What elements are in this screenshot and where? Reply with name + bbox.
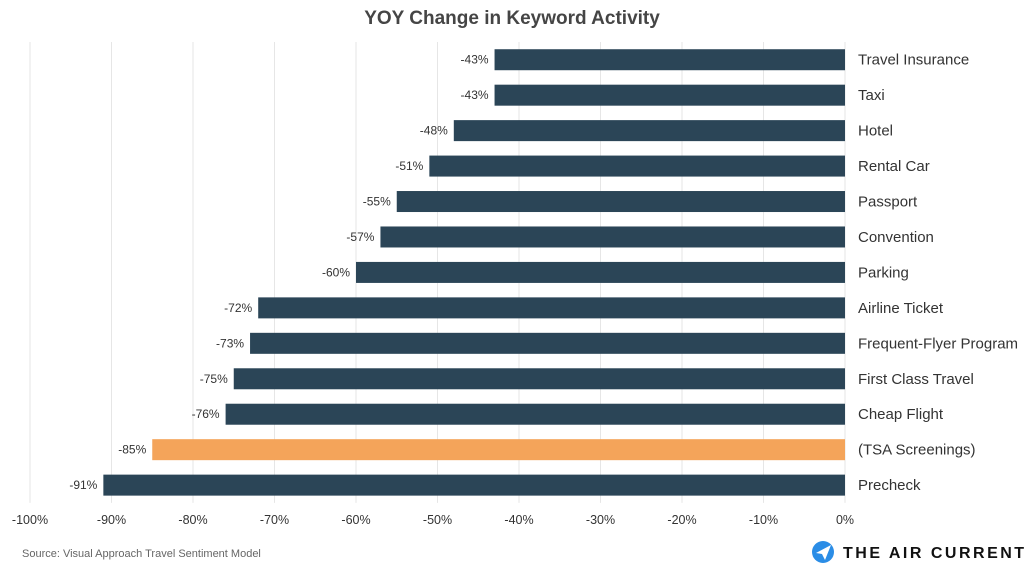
category-label: Rental Car [858,158,930,175]
data-label: -57% [346,230,374,244]
brand-name: THE AIR CURRENT [843,545,1024,562]
data-label: -43% [461,53,489,67]
x-tick-label: -50% [423,513,452,527]
category-label: First Class Travel [858,371,974,388]
category-label: (TSA Screenings) [858,442,976,459]
data-label: -51% [395,159,423,173]
bar [250,332,846,354]
category-label: Passport [858,194,918,211]
brand-logo: THE AIR CURRENT [812,541,1024,563]
bars [103,49,846,496]
category-label: Travel Insurance [858,52,969,69]
bar [453,120,845,142]
x-tick-label: -20% [667,513,696,527]
bar [356,261,845,283]
category-label: Taxi [858,87,885,104]
data-label: -73% [216,336,244,350]
chart-title: YOY Change in Keyword Activity [364,8,660,29]
x-tick-label: -70% [260,513,289,527]
bar [396,191,845,213]
data-label: -91% [69,478,97,492]
source-note: Source: Visual Approach Travel Sentiment… [22,548,261,560]
data-labels: -43% -43% -48% -51% -55% -57% -60% -72% -73% -75%… [69,53,489,492]
bar [233,368,845,390]
data-label: -60% [322,265,350,279]
bar [494,84,845,106]
bar [152,439,845,461]
category-label: Airline Ticket [858,300,944,317]
data-label: -72% [224,301,252,315]
category-labels: Travel Insurance Taxi Hotel Rental Car Passp… [858,52,1018,494]
bar [225,403,846,425]
x-axis-ticks: -100% -90% -80% -70% -60% -50% -40% -30% -20% -10… [12,513,854,527]
bar [494,49,845,71]
bar [429,155,845,177]
bar [103,474,846,496]
x-tick-label: -30% [586,513,615,527]
data-label: -55% [363,195,391,209]
bar [258,297,845,319]
category-label: Parking [858,264,909,281]
x-tick-label: -10% [749,513,778,527]
category-label: Frequent-Flyer Program [858,335,1018,352]
data-label: -48% [420,124,448,138]
category-label: Convention [858,229,934,246]
data-label: -75% [200,372,228,386]
data-label: -85% [118,443,146,457]
x-tick-label: 0% [836,513,854,527]
category-label: Cheap Flight [858,406,944,423]
x-tick-label: -40% [504,513,533,527]
category-label: Precheck [858,477,921,494]
data-label: -43% [461,88,489,102]
bar [380,226,845,248]
x-tick-label: -90% [97,513,126,527]
category-label: Hotel [858,123,893,140]
data-label: -76% [192,407,220,421]
paper-plane-icon [812,541,834,563]
x-tick-label: -60% [341,513,370,527]
x-tick-label: -80% [178,513,207,527]
x-tick-label: -100% [12,513,48,527]
